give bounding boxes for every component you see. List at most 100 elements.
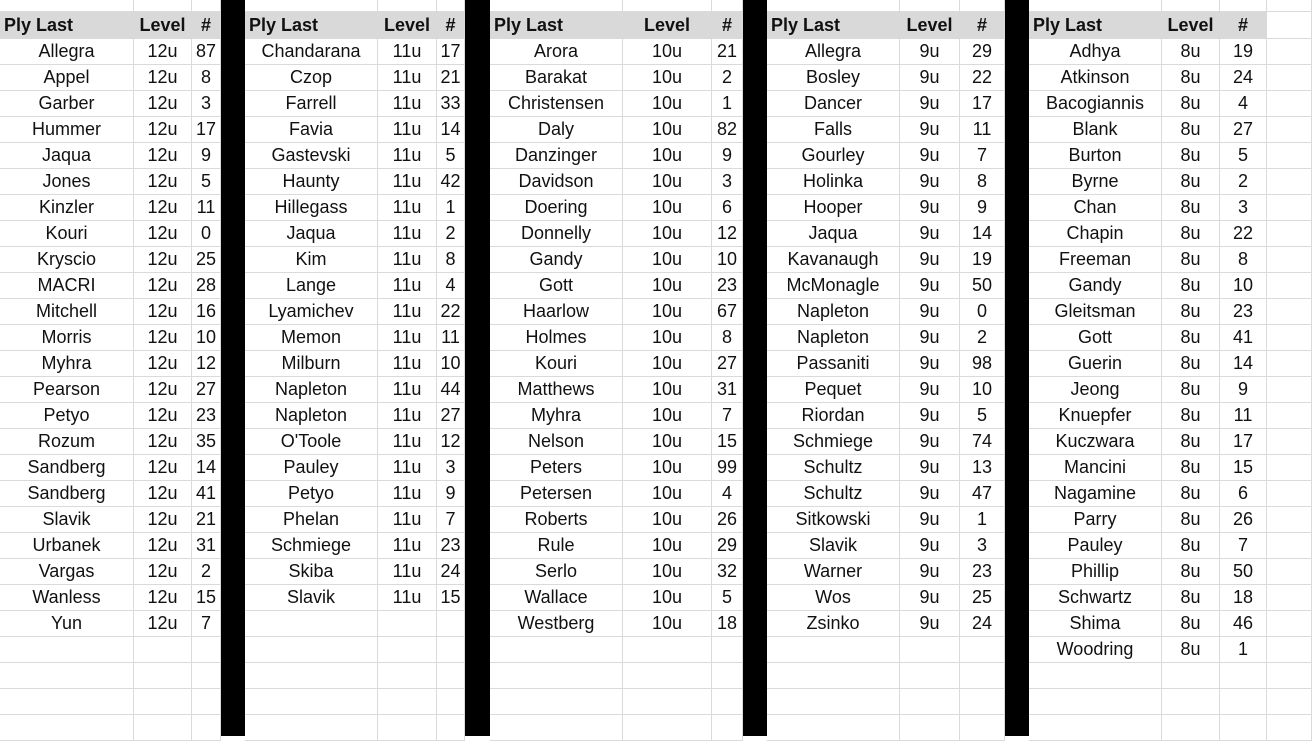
cell-name[interactable]: Guerin: [1029, 351, 1162, 377]
cell-num[interactable]: 42: [437, 169, 465, 195]
cell-name[interactable]: Kouri: [0, 221, 134, 247]
cell-level[interactable]: 12u: [134, 403, 192, 429]
cell-level[interactable]: 9u: [900, 273, 960, 299]
cell-level[interactable]: 11u: [378, 247, 437, 273]
cell-name[interactable]: Wallace: [490, 585, 623, 611]
cell-name[interactable]: Sandberg: [0, 455, 134, 481]
empty-cell[interactable]: [767, 0, 900, 12]
empty-cell[interactable]: [192, 0, 221, 12]
cell-num[interactable]: 6: [712, 195, 743, 221]
empty-cell[interactable]: [623, 663, 712, 689]
cell-level[interactable]: 12u: [134, 429, 192, 455]
cell-name[interactable]: Czop: [245, 65, 378, 91]
cell-name[interactable]: Sandberg: [0, 481, 134, 507]
cell-num[interactable]: 35: [192, 429, 221, 455]
empty-cell[interactable]: [1029, 663, 1162, 689]
cell-name[interactable]: Napleton: [767, 299, 900, 325]
cell-level[interactable]: 9u: [900, 507, 960, 533]
column-header-num[interactable]: #: [960, 12, 1005, 39]
cell-level[interactable]: 8u: [1162, 481, 1220, 507]
column-header-name[interactable]: Ply Last: [1029, 12, 1162, 39]
cell-name[interactable]: Barakat: [490, 65, 623, 91]
cell-num[interactable]: 67: [712, 299, 743, 325]
cell-num[interactable]: 11: [1220, 403, 1267, 429]
cell-name[interactable]: Schultz: [767, 481, 900, 507]
cell-num[interactable]: 27: [712, 351, 743, 377]
cell-num[interactable]: 5: [712, 585, 743, 611]
cell-num[interactable]: 24: [1220, 65, 1267, 91]
cell-level[interactable]: 11u: [378, 325, 437, 351]
cell-level[interactable]: 9u: [900, 117, 960, 143]
cell-num[interactable]: 23: [437, 533, 465, 559]
empty-cell[interactable]: [378, 611, 437, 637]
cell-level[interactable]: 8u: [1162, 585, 1220, 611]
empty-cell[interactable]: [623, 689, 712, 715]
cell-num[interactable]: 18: [1220, 585, 1267, 611]
cell-level[interactable]: 8u: [1162, 221, 1220, 247]
cell-num[interactable]: 5: [1220, 143, 1267, 169]
empty-cell[interactable]: [1267, 65, 1312, 91]
cell-num[interactable]: 17: [1220, 429, 1267, 455]
empty-cell[interactable]: [1220, 663, 1267, 689]
empty-cell[interactable]: [490, 715, 623, 741]
empty-cell[interactable]: [192, 715, 221, 741]
cell-name[interactable]: Gott: [490, 273, 623, 299]
cell-num[interactable]: 11: [437, 325, 465, 351]
cell-level[interactable]: 9u: [900, 481, 960, 507]
cell-name[interactable]: Serlo: [490, 559, 623, 585]
cell-level[interactable]: 10u: [623, 195, 712, 221]
cell-num[interactable]: 23: [1220, 299, 1267, 325]
cell-level[interactable]: 10u: [623, 507, 712, 533]
cell-level[interactable]: 12u: [134, 559, 192, 585]
empty-cell[interactable]: [1220, 715, 1267, 741]
empty-cell[interactable]: [1267, 585, 1312, 611]
cell-num[interactable]: 11: [192, 195, 221, 221]
cell-name[interactable]: Daly: [490, 117, 623, 143]
empty-cell[interactable]: [1162, 0, 1220, 12]
cell-num[interactable]: 24: [437, 559, 465, 585]
cell-name[interactable]: Holmes: [490, 325, 623, 351]
empty-cell[interactable]: [1220, 0, 1267, 12]
cell-name[interactable]: Sitkowski: [767, 507, 900, 533]
cell-num[interactable]: 27: [1220, 117, 1267, 143]
cell-name[interactable]: Davidson: [490, 169, 623, 195]
empty-cell[interactable]: [134, 0, 192, 12]
cell-num[interactable]: 7: [712, 403, 743, 429]
cell-level[interactable]: 12u: [134, 65, 192, 91]
cell-num[interactable]: 14: [192, 455, 221, 481]
cell-name[interactable]: Allegra: [767, 39, 900, 65]
cell-name[interactable]: Jeong: [1029, 377, 1162, 403]
cell-num[interactable]: 10: [960, 377, 1005, 403]
cell-level[interactable]: 9u: [900, 143, 960, 169]
cell-name[interactable]: Gott: [1029, 325, 1162, 351]
cell-name[interactable]: Holinka: [767, 169, 900, 195]
cell-name[interactable]: Kavanaugh: [767, 247, 900, 273]
cell-num[interactable]: 21: [437, 65, 465, 91]
cell-name[interactable]: Bosley: [767, 65, 900, 91]
column-header-num[interactable]: #: [712, 12, 743, 39]
empty-cell[interactable]: [437, 689, 465, 715]
cell-name[interactable]: Schmiege: [767, 429, 900, 455]
cell-name[interactable]: Hillegass: [245, 195, 378, 221]
column-header-level[interactable]: Level: [623, 12, 712, 39]
empty-cell[interactable]: [1267, 0, 1312, 12]
cell-num[interactable]: 9: [712, 143, 743, 169]
cell-name[interactable]: Knuepfer: [1029, 403, 1162, 429]
cell-name[interactable]: Gastevski: [245, 143, 378, 169]
cell-num[interactable]: 5: [192, 169, 221, 195]
empty-cell[interactable]: [378, 715, 437, 741]
cell-level[interactable]: 10u: [623, 429, 712, 455]
cell-name[interactable]: Rozum: [0, 429, 134, 455]
cell-num[interactable]: 6: [1220, 481, 1267, 507]
cell-num[interactable]: 25: [192, 247, 221, 273]
cell-num[interactable]: 41: [192, 481, 221, 507]
empty-cell[interactable]: [1267, 12, 1312, 39]
cell-name[interactable]: Shima: [1029, 611, 1162, 637]
cell-num[interactable]: 0: [960, 299, 1005, 325]
cell-level[interactable]: 11u: [378, 559, 437, 585]
empty-cell[interactable]: [712, 663, 743, 689]
cell-name[interactable]: Kim: [245, 247, 378, 273]
cell-name[interactable]: Chapin: [1029, 221, 1162, 247]
cell-num[interactable]: 26: [1220, 507, 1267, 533]
cell-level[interactable]: 8u: [1162, 637, 1220, 663]
